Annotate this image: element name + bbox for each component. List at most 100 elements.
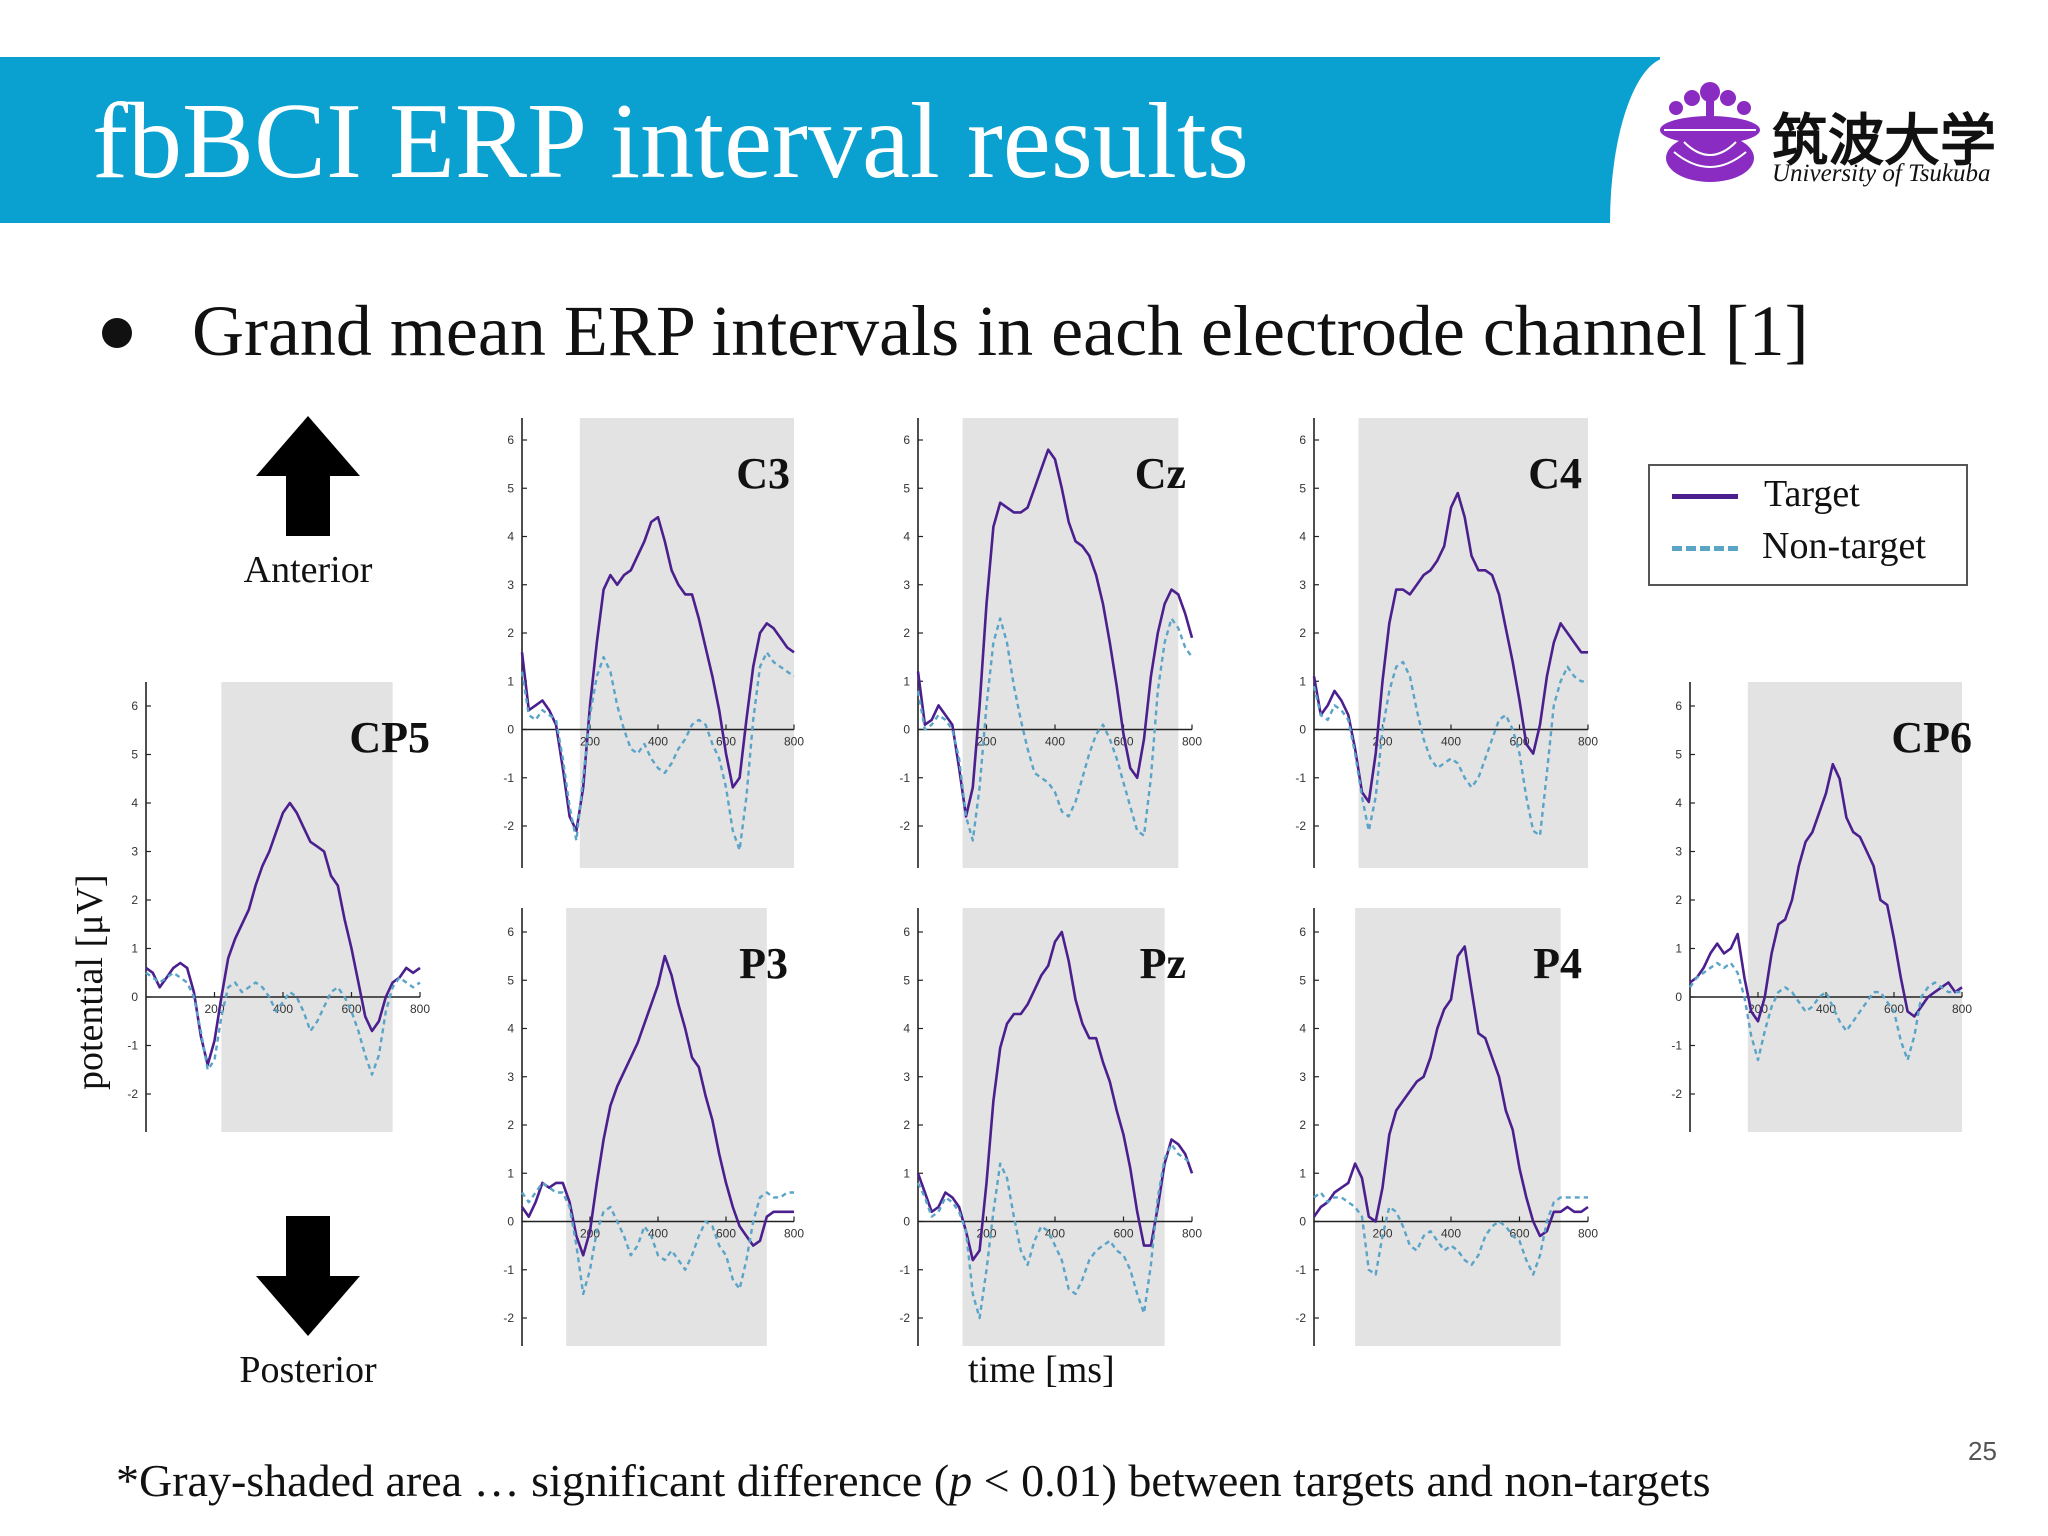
y-tick-label-pz: 1 [903, 1166, 910, 1180]
x-tick-label-cp5: 400 [273, 1002, 293, 1016]
legend-target-label: Target [1764, 473, 1860, 515]
target-line-p3 [520, 954, 794, 1257]
y-tick-label-cz: 6 [903, 433, 910, 447]
x-tick-label-p4: 200 [1372, 1227, 1392, 1241]
x-tick-label-p3: 600 [716, 1227, 736, 1241]
y-tick-label-p3: 1 [507, 1166, 514, 1180]
y-tick-label-cp5: 0 [131, 990, 138, 1004]
target-line-c4 [1312, 491, 1588, 804]
x-tick-label-c3: 200 [580, 735, 600, 749]
y-tick-label-cp5: -1 [127, 1039, 138, 1053]
channel-label-cz: Cz [1135, 449, 1186, 498]
y-tick-label-cp6: 1 [1675, 942, 1682, 956]
y-tick-label-c3: 6 [507, 433, 514, 447]
y-tick-label-c4: 6 [1299, 433, 1306, 447]
bullet-dot [102, 318, 132, 348]
channel-label-cp5: CP5 [349, 713, 430, 762]
y-tick-label-cp6: 6 [1675, 699, 1682, 713]
y-tick-label-pz: 2 [903, 1118, 910, 1132]
y-tick-label-p3: -2 [503, 1311, 514, 1325]
x-tick-label-cp5: 800 [410, 1002, 430, 1016]
y-tick-label-p4: 5 [1299, 973, 1306, 987]
x-tick-label-cz: 200 [976, 735, 996, 749]
x-tick-label-c3: 600 [716, 735, 736, 749]
x-tick-label-pz: 800 [1182, 1227, 1202, 1241]
shaded-interval-cp6 [1747, 682, 1962, 1132]
channel-label-cp6: CP6 [1891, 713, 1972, 762]
y-tick-label-p4: 1 [1299, 1166, 1306, 1180]
x-tick-label-cp6: 600 [1884, 1002, 1904, 1016]
logo-english: University of Tsukuba [1772, 160, 1991, 187]
y-tick-label-c3: 1 [507, 674, 514, 688]
y-tick-label-p4: 0 [1299, 1215, 1306, 1229]
target-line-c3 [520, 515, 795, 833]
y-tick-label-p4: 2 [1299, 1118, 1306, 1132]
x-tick-label-p4: 600 [1509, 1227, 1529, 1241]
y-tick-label-cp5: 1 [131, 942, 138, 956]
y-tick-label-p4: 3 [1299, 1070, 1306, 1084]
y-tick-label-p3: 3 [507, 1070, 514, 1084]
y-tick-label-p3: 6 [507, 925, 514, 939]
y-tick-label-cp6: 3 [1675, 845, 1682, 859]
non-target-line-cz [916, 617, 1193, 842]
y-tick-label-cp6: 2 [1675, 893, 1682, 907]
footnote: *Gray-shaded area … significant differen… [116, 1454, 1710, 1507]
y-tick-label-c3: -2 [503, 819, 514, 833]
shaded-interval-c4 [1358, 418, 1588, 868]
y-tick-label-cp5: 5 [131, 748, 138, 762]
posterior-label: Posterior [239, 1349, 377, 1391]
x-tick-label-pz: 400 [1045, 1227, 1065, 1241]
y-tick-label-c4: 4 [1299, 530, 1306, 544]
x-tick-label-p3: 800 [784, 1227, 804, 1241]
y-tick-label-cp5: 2 [131, 893, 138, 907]
x-tick-label-p4: 800 [1578, 1227, 1598, 1241]
y-tick-label-cz: 2 [903, 626, 910, 640]
non-target-line-pz [916, 1143, 1193, 1320]
y-tick-label-cz: 0 [903, 723, 910, 737]
x-tick-label-pz: 600 [1113, 1227, 1133, 1241]
x-tick-label-p3: 400 [648, 1227, 668, 1241]
y-tick-label-cp5: 6 [131, 699, 138, 713]
y-tick-label-c3: 3 [507, 578, 514, 592]
y-tick-label-c4: 3 [1299, 578, 1306, 592]
x-tick-label-c3: 800 [784, 735, 804, 749]
y-tick-label-p3: 5 [507, 973, 514, 987]
y-tick-label-pz: 0 [903, 1215, 910, 1229]
non-target-line-c3 [520, 651, 795, 852]
y-tick-label-cp6: 0 [1675, 990, 1682, 1004]
legend-non-target-label: Non-target [1762, 525, 1926, 567]
y-tick-label-p4: -2 [1295, 1311, 1306, 1325]
x-tick-label-c4: 800 [1578, 735, 1598, 749]
y-tick-label-c4: -1 [1295, 771, 1306, 785]
y-tick-label-p4: 6 [1299, 925, 1306, 939]
y-tick-label-cp5: 4 [131, 796, 138, 810]
x-tick-label-cp5: 600 [341, 1002, 361, 1016]
channel-label-c3: C3 [736, 449, 790, 498]
x-tick-label-p4: 400 [1441, 1227, 1461, 1241]
y-tick-label-cp5: -2 [127, 1087, 138, 1101]
y-tick-label-p3: 0 [507, 1215, 514, 1229]
footnote-after: < 0.01) between targets and non-targets [972, 1455, 1711, 1506]
logo-kanji: 筑波大学 [1772, 108, 1996, 174]
y-tick-label-cz: 1 [903, 674, 910, 688]
x-axis-label: time [ms] [968, 1349, 1115, 1391]
y-tick-label-c4: 2 [1299, 626, 1306, 640]
bullet-text: Grand mean ERP intervals in each electro… [192, 291, 1809, 371]
y-tick-label-c3: 0 [507, 723, 514, 737]
y-tick-label-pz: 4 [903, 1022, 910, 1036]
y-tick-label-p3: -1 [503, 1263, 514, 1277]
y-tick-label-p4: -1 [1295, 1263, 1306, 1277]
shaded-interval-p4 [1355, 908, 1561, 1346]
university-crest-icon [1660, 82, 1760, 182]
legend-non-target-swatch [1672, 546, 1738, 551]
non-target-line-cp5 [145, 971, 421, 1076]
target-line-cp5 [145, 801, 421, 1067]
channel-label-p4: P4 [1533, 939, 1582, 988]
y-tick-label-c4: 1 [1299, 674, 1306, 688]
y-tick-label-c3: 4 [507, 530, 514, 544]
legend-target-swatch [1672, 494, 1738, 499]
y-tick-label-cp6: 5 [1675, 748, 1682, 762]
y-tick-label-pz: 5 [903, 973, 910, 987]
shaded-interval-pz [962, 908, 1165, 1346]
